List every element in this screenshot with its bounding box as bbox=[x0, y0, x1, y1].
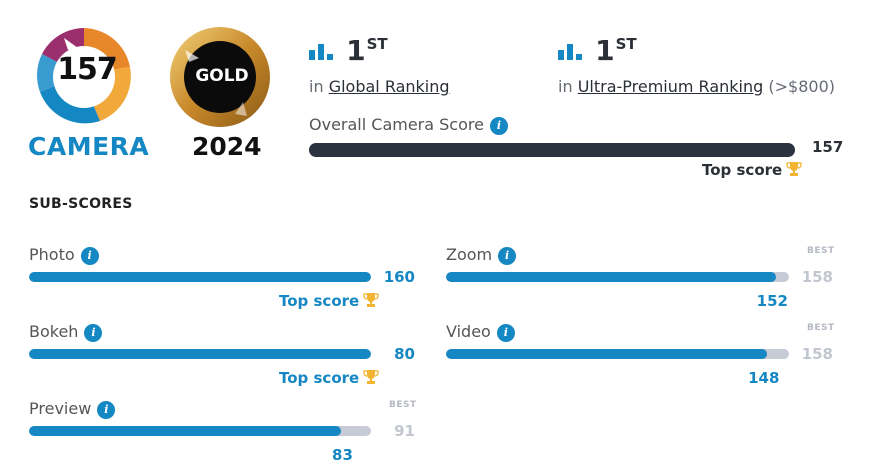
bokeh-label: Bokeh bbox=[29, 322, 79, 341]
overall-top-score: Top score bbox=[702, 161, 802, 179]
camera-label: CAMERA bbox=[28, 132, 150, 161]
video-best-value: 158 bbox=[801, 345, 833, 363]
overall-score-label: Overall Camera Score bbox=[309, 115, 484, 134]
global-rank-suffix: ST bbox=[366, 35, 388, 53]
top-score-label: Top score bbox=[702, 161, 783, 179]
overall-score-value: 157 bbox=[812, 138, 844, 156]
info-icon[interactable]: i bbox=[84, 323, 103, 342]
trophy-icon bbox=[786, 162, 802, 176]
segment-rank-suffix: ST bbox=[615, 35, 637, 53]
zoom-score-bar bbox=[446, 272, 789, 282]
photo-score-fill bbox=[29, 272, 371, 282]
photo-top-score: Top score bbox=[279, 292, 379, 310]
zoom-best-tag: BEST bbox=[807, 246, 835, 256]
photo-score-bar bbox=[29, 272, 371, 282]
zoom-label: Zoom bbox=[446, 245, 493, 264]
overall-score-bar bbox=[309, 143, 795, 157]
preview-score-value: 83 bbox=[332, 446, 353, 464]
preview-score-fill bbox=[29, 426, 341, 436]
top-score-label: Top score bbox=[279, 369, 360, 387]
global-rank: 1ST bbox=[309, 34, 388, 67]
video-heading: Video i bbox=[446, 322, 515, 342]
bokeh-top-score: Top score bbox=[279, 369, 379, 387]
bokeh-score-value: 80 bbox=[394, 345, 415, 363]
info-icon[interactable]: i bbox=[498, 246, 517, 265]
segment-rank-prefix: in bbox=[558, 77, 573, 96]
video-score-fill bbox=[446, 349, 768, 359]
ultra-premium-ranking-link[interactable]: Ultra-Premium Ranking bbox=[577, 77, 764, 96]
zoom-heading: Zoom i bbox=[446, 245, 517, 265]
bar-chart-icon bbox=[309, 44, 333, 60]
price-segment-note: (>$800) bbox=[768, 77, 835, 96]
video-best-tag: BEST bbox=[807, 323, 835, 333]
zoom-score-fill bbox=[446, 272, 776, 282]
segment-rank-line: in Ultra-Premium Ranking (>$800) bbox=[558, 77, 835, 96]
bokeh-heading: Bokeh i bbox=[29, 322, 103, 342]
trophy-icon bbox=[363, 293, 379, 307]
bokeh-score-bar bbox=[29, 349, 371, 359]
photo-heading: Photo i bbox=[29, 245, 99, 265]
video-score-bar bbox=[446, 349, 789, 359]
trophy-icon bbox=[363, 370, 379, 384]
subscores-title: SUB-SCORES bbox=[29, 196, 133, 212]
segment-rank-number: 1 bbox=[595, 34, 615, 67]
info-icon[interactable]: i bbox=[489, 116, 508, 135]
segment-rank: 1ST bbox=[558, 34, 637, 67]
preview-label: Preview bbox=[29, 399, 92, 418]
global-rank-line: in Global Ranking bbox=[309, 77, 450, 96]
top-score-label: Top score bbox=[279, 292, 360, 310]
bar-chart-icon bbox=[558, 44, 582, 60]
global-rank-number: 1 bbox=[346, 34, 366, 67]
video-score-value: 148 bbox=[748, 369, 780, 387]
info-icon[interactable]: i bbox=[80, 246, 99, 265]
info-icon[interactable]: i bbox=[97, 400, 116, 419]
camera-score-badge bbox=[37, 28, 131, 124]
zoom-score-value: 152 bbox=[756, 292, 788, 310]
global-ranking-link[interactable]: Global Ranking bbox=[328, 77, 450, 96]
photo-label: Photo bbox=[29, 245, 75, 264]
gold-label: GOLD bbox=[195, 66, 249, 86]
info-icon[interactable]: i bbox=[496, 323, 515, 342]
overall-score-heading: Overall Camera Score i bbox=[309, 115, 508, 135]
preview-best-value: 91 bbox=[394, 422, 415, 440]
preview-heading: Preview i bbox=[29, 399, 116, 419]
preview-best-tag: BEST bbox=[389, 400, 417, 410]
camera-score-value: 157 bbox=[57, 52, 118, 87]
award-year: 2024 bbox=[192, 132, 262, 161]
gold-award-badge bbox=[170, 27, 270, 127]
zoom-best-value: 158 bbox=[801, 268, 833, 286]
photo-score-value: 160 bbox=[383, 268, 415, 286]
global-rank-prefix: in bbox=[309, 77, 324, 96]
video-label: Video bbox=[446, 322, 491, 341]
bokeh-score-fill bbox=[29, 349, 371, 359]
preview-score-bar bbox=[29, 426, 371, 436]
